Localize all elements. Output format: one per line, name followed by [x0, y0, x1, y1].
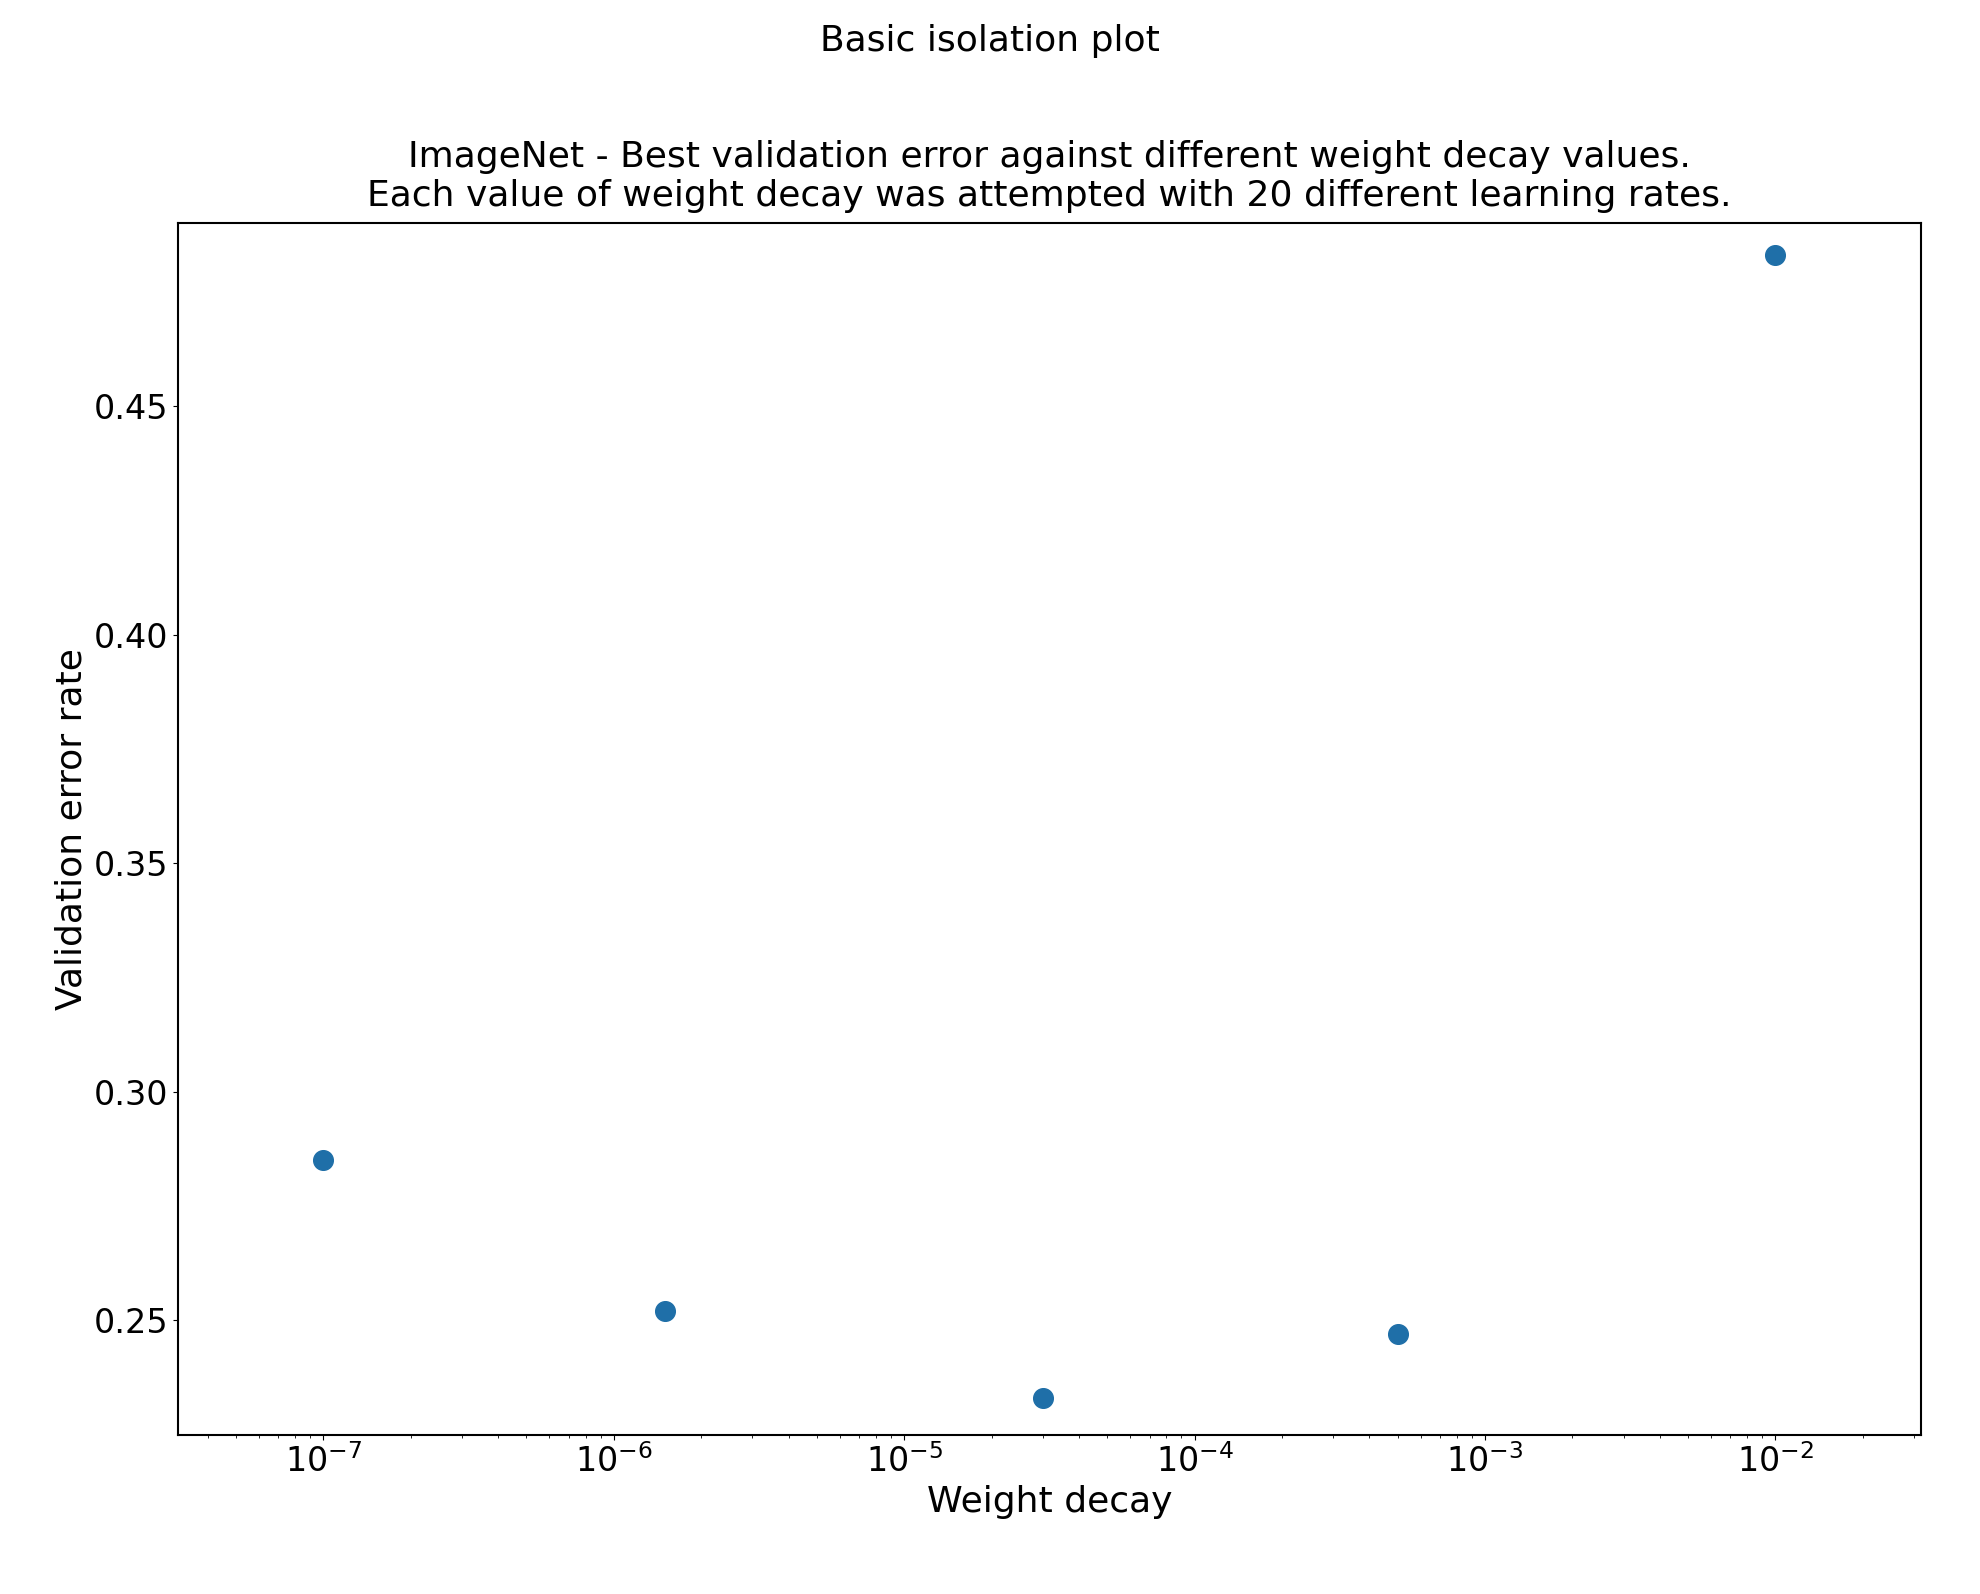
Point: [307, 1148, 339, 1173]
Point: [1382, 1321, 1414, 1347]
Point: [1028, 1385, 1059, 1411]
Point: [649, 1299, 681, 1325]
X-axis label: Weight decay: Weight decay: [927, 1484, 1172, 1519]
Title: ImageNet - Best validation error against different weight decay values.
Each val: ImageNet - Best validation error against…: [366, 140, 1732, 214]
Point: [1760, 242, 1792, 268]
Y-axis label: Validation error rate: Validation error rate: [53, 647, 89, 1011]
Text: Basic isolation plot: Basic isolation plot: [820, 24, 1160, 57]
